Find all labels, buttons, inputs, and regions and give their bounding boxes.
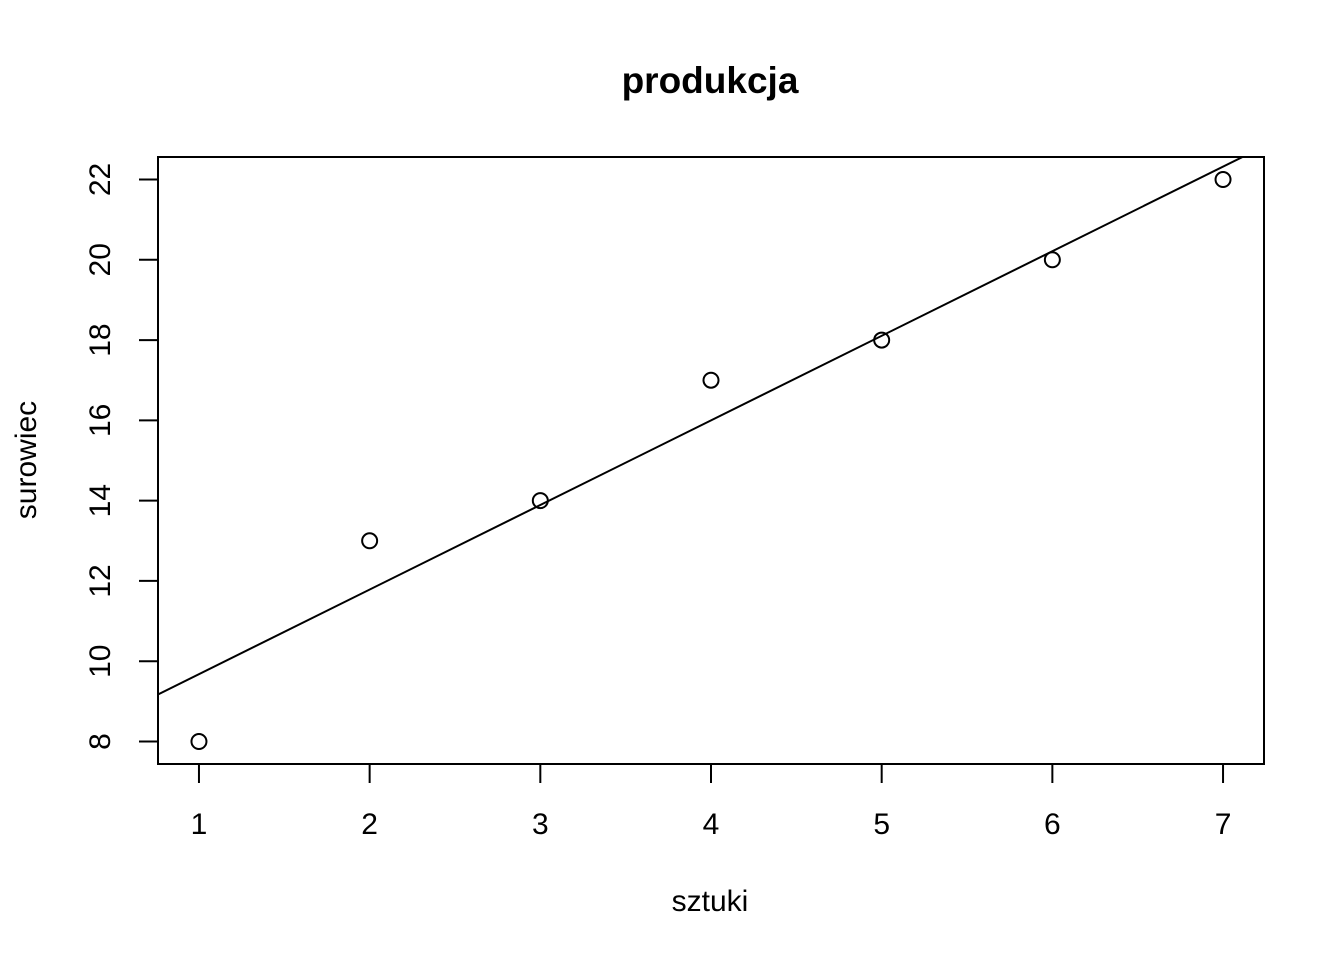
y-tick-label: 10 (84, 645, 117, 678)
y-tick-label: 14 (84, 484, 117, 517)
x-tick-label: 7 (1215, 808, 1232, 841)
data-point (190, 733, 208, 751)
x-axis: 1 2 3 4 5 6 7 (191, 763, 1232, 841)
x-tick-label: 3 (532, 808, 549, 841)
data-point (873, 331, 891, 349)
plot-frame (157, 156, 1265, 765)
chart-title: produkcja (622, 60, 799, 101)
x-tick-label: 2 (361, 808, 378, 841)
data-point (1214, 170, 1232, 188)
regression-line (158, 157, 1245, 696)
x-axis-label: sztuki (672, 885, 749, 918)
y-tick-label: 8 (84, 733, 117, 750)
y-tick-label: 18 (84, 323, 117, 356)
data-point (531, 492, 549, 510)
y-tick-label: 12 (84, 564, 117, 597)
fit-line-group (158, 157, 1245, 696)
y-tick-label: 22 (84, 163, 117, 196)
x-tick-label: 1 (191, 808, 208, 841)
data-points (190, 170, 1232, 751)
data-point (361, 532, 379, 550)
x-tick-label: 6 (1044, 808, 1061, 841)
y-axis-label: surowiec (10, 401, 43, 519)
data-point (1043, 251, 1061, 269)
y-axis: 8 10 12 14 16 18 20 22 (84, 163, 159, 750)
y-tick-label: 20 (84, 243, 117, 276)
x-tick-label: 5 (873, 808, 890, 841)
data-point (702, 371, 720, 389)
x-tick-label: 4 (703, 808, 720, 841)
y-tick-label: 16 (84, 404, 117, 437)
